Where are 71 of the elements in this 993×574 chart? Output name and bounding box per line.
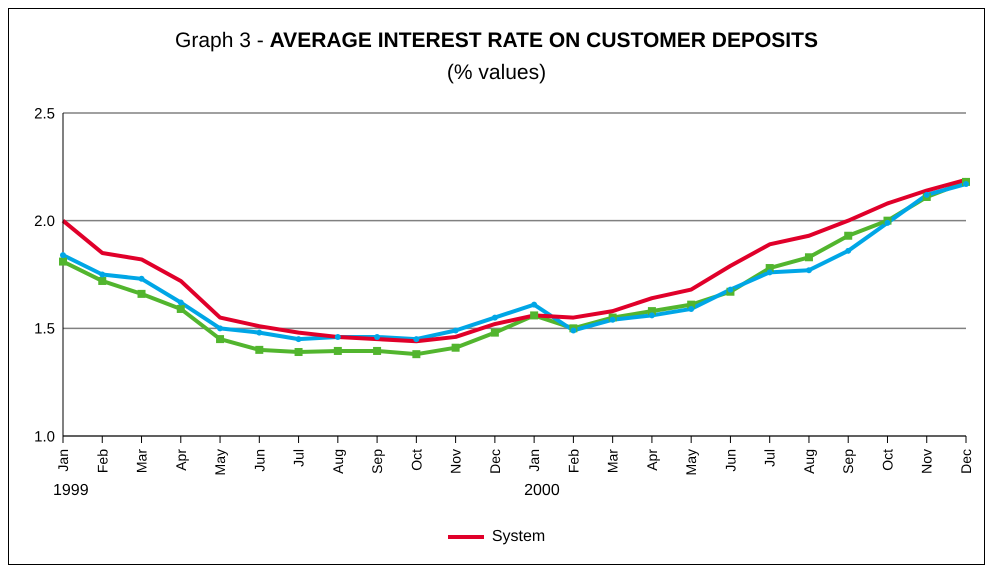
point: [531, 302, 538, 308]
legend-label: System: [492, 528, 546, 546]
point: [924, 192, 930, 198]
point: [138, 290, 146, 298]
x-tick-label: Jul: [290, 449, 307, 467]
point: [334, 346, 342, 355]
point: [806, 267, 812, 274]
y-tick-label: 1.5: [34, 320, 55, 338]
text: 1999: [53, 482, 89, 500]
x-tick-label: May: [683, 449, 700, 476]
x-tick-label: Apr: [172, 448, 189, 471]
x-tick-label: Jun: [722, 449, 738, 472]
x-tick-label: Dec: [486, 449, 503, 474]
x-tick-label: Mar: [604, 448, 621, 474]
x-tick-label: Sep: [840, 448, 856, 474]
chart-subtitle: (% values): [446, 61, 548, 85]
point: [176, 304, 185, 313]
point: [413, 336, 420, 342]
point: [59, 258, 67, 266]
x-tick-label: Apr: [644, 448, 660, 471]
x-tick-label: Jun: [251, 449, 268, 472]
x-tick-label: Aug: [330, 449, 346, 474]
point: [334, 334, 341, 340]
x-tick-label: Aug: [800, 449, 817, 474]
point: [492, 314, 498, 321]
point: [610, 316, 616, 323]
point: [373, 346, 382, 355]
x-tick-label: Feb: [565, 448, 582, 474]
point: [530, 311, 538, 320]
point: [844, 232, 852, 240]
x-tick-label: Sep: [369, 448, 386, 474]
point: [178, 299, 184, 306]
point: [804, 253, 813, 262]
x-tick-label: Nov: [448, 449, 464, 474]
point: [294, 348, 303, 356]
x-tick-label: Dec: [958, 449, 974, 474]
point: [490, 328, 499, 337]
point: [217, 325, 224, 332]
x-tick-label: Nov: [918, 449, 935, 474]
point: [452, 327, 459, 334]
point: [766, 269, 773, 276]
point: [216, 335, 224, 344]
point: [60, 252, 66, 258]
point: [138, 276, 145, 282]
x-tick-label: Oct: [408, 448, 424, 471]
point: [412, 350, 420, 358]
x-tick-label: Feb: [94, 448, 110, 474]
x-tick-label: Jan: [526, 449, 542, 472]
point: [99, 272, 106, 278]
point: [255, 346, 264, 354]
point: [884, 220, 890, 226]
point: [845, 248, 852, 254]
text: 2000: [524, 482, 560, 500]
point: [963, 181, 969, 188]
chart-title: Graph 3 - AVERAGE INTEREST RATE ON CUSTOMER DEPOSITS: [175, 29, 818, 52]
point: [374, 334, 380, 340]
x-tick-label: May: [212, 449, 228, 476]
point: [452, 344, 460, 352]
y-tick-label: 2.0: [34, 212, 55, 230]
point: [727, 286, 734, 293]
point: [688, 306, 694, 312]
x-tick-label: Jan: [55, 449, 71, 472]
y-tick-label: 1.0: [34, 428, 55, 446]
x-tick-label: Mar: [134, 448, 150, 474]
point: [98, 276, 106, 285]
point: [570, 327, 576, 334]
point: [648, 312, 655, 318]
x-tick-label: Jul: [762, 449, 778, 467]
point: [256, 330, 262, 336]
x-tick-label: Oct: [879, 448, 896, 471]
y-tick-label: 2.5: [34, 105, 55, 122]
